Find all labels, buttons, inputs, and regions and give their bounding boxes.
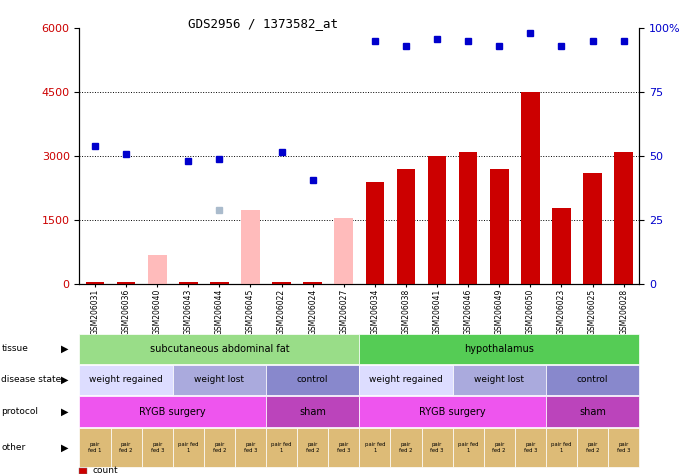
Bar	[334, 218, 353, 284]
Text: pair fed
1: pair fed 1	[272, 442, 292, 453]
Text: weight regained: weight regained	[89, 375, 163, 384]
Text: count: count	[93, 466, 118, 474]
Bar	[552, 208, 571, 284]
Bar	[334, 282, 353, 284]
Bar	[148, 282, 167, 284]
Bar	[272, 282, 291, 284]
Text: pair fed
1: pair fed 1	[365, 442, 385, 453]
Text: weight lost: weight lost	[474, 375, 524, 384]
Text: pair
fed 3: pair fed 3	[524, 442, 537, 453]
Text: pair
fed 2: pair fed 2	[399, 442, 413, 453]
Bar	[614, 152, 633, 284]
Text: pair
fed 2: pair fed 2	[120, 442, 133, 453]
Text: subcutaneous abdominal fat: subcutaneous abdominal fat	[149, 344, 290, 354]
Text: tissue: tissue	[1, 345, 28, 353]
Text: ▶: ▶	[61, 407, 68, 417]
Bar	[397, 169, 415, 284]
Text: pair fed
1: pair fed 1	[178, 442, 198, 453]
Bar	[583, 173, 602, 284]
Bar	[241, 210, 260, 284]
Text: sham: sham	[579, 407, 606, 417]
Text: control: control	[297, 375, 328, 384]
Bar	[428, 156, 446, 284]
Bar	[86, 282, 104, 284]
Text: pair
fed 1: pair fed 1	[88, 442, 102, 453]
Text: weight lost: weight lost	[194, 375, 245, 384]
Text: pair
fed 3: pair fed 3	[151, 442, 164, 453]
Text: RYGB surgery: RYGB surgery	[419, 407, 486, 417]
Text: other: other	[1, 443, 26, 452]
Text: pair
fed 3: pair fed 3	[337, 442, 350, 453]
Text: RYGB surgery: RYGB surgery	[140, 407, 206, 417]
Text: pair fed
1: pair fed 1	[551, 442, 571, 453]
Text: pair
fed 2: pair fed 2	[493, 442, 506, 453]
Text: sham: sham	[299, 407, 326, 417]
Bar	[148, 255, 167, 284]
Text: disease state: disease state	[1, 375, 61, 384]
Bar	[521, 92, 540, 284]
Text: weight regained: weight regained	[369, 375, 443, 384]
Text: ▶: ▶	[61, 442, 68, 453]
Text: pair
fed 2: pair fed 2	[213, 442, 226, 453]
Bar	[179, 282, 198, 284]
Text: pair
fed 2: pair fed 2	[586, 442, 599, 453]
Text: pair
fed 3: pair fed 3	[244, 442, 257, 453]
Text: pair
fed 2: pair fed 2	[306, 442, 319, 453]
Text: hypothalamus: hypothalamus	[464, 344, 534, 354]
Text: pair fed
1: pair fed 1	[458, 442, 478, 453]
Bar	[366, 182, 384, 284]
Bar	[241, 282, 260, 284]
Text: GDS2956 / 1373582_at: GDS2956 / 1373582_at	[187, 17, 338, 29]
Bar	[210, 282, 229, 284]
Bar	[490, 169, 509, 284]
Text: ▶: ▶	[61, 344, 68, 354]
Bar	[117, 282, 135, 284]
Text: pair
fed 3: pair fed 3	[617, 442, 630, 453]
Bar	[303, 282, 322, 284]
Text: ▶: ▶	[61, 375, 68, 385]
Bar	[459, 152, 477, 284]
Text: pair
fed 3: pair fed 3	[430, 442, 444, 453]
Text: control: control	[577, 375, 608, 384]
Text: protocol: protocol	[1, 407, 39, 416]
